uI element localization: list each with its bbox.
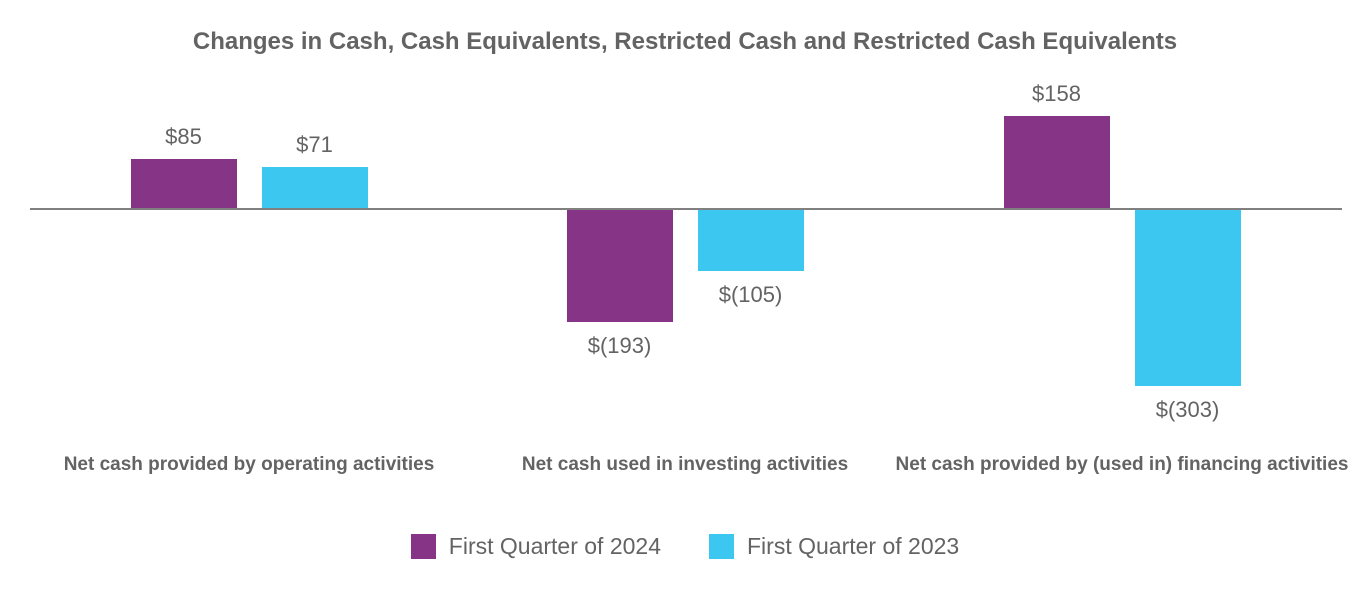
value-label-series2-category1: $71 (296, 131, 333, 157)
bar-series2-category2 (697, 210, 804, 271)
legend-swatch-icon (709, 534, 734, 559)
bar-series1-category3 (1003, 116, 1110, 208)
chart-title: Changes in Cash, Cash Equivalents, Restr… (192, 28, 1178, 55)
legend: First Quarter of 2024 First Quarter of 20… (0, 533, 1370, 560)
value-label-series2-category3: $(303) (1155, 396, 1220, 422)
legend-label: First Quarter of 2023 (747, 533, 960, 559)
legend-item-series2: First Quarter of 2023 (709, 533, 959, 560)
category-label-3: Net cash provided by (used in) financing… (895, 454, 1349, 475)
bar-series2-category3 (1134, 210, 1241, 386)
bar-series1-category1 (130, 158, 237, 208)
category-label-2: Net cash used in investing activities (521, 454, 849, 475)
legend-swatch-icon (410, 534, 436, 559)
legend-item-series1: First Quarter of 2024 (410, 533, 661, 560)
legend-label: First Quarter of 2024 (448, 533, 661, 559)
category-label-1: Net cash provided by operating activitie… (63, 454, 435, 475)
value-label-series1-category1: $85 (165, 123, 202, 149)
zero-axis-line (30, 208, 1342, 210)
value-label-series2-category2: $(105) (718, 281, 783, 307)
bar-series1-category2 (566, 210, 673, 322)
value-label-series1-category3: $158 (1032, 81, 1081, 107)
bar-series2-category1 (261, 166, 368, 208)
value-label-series1-category2: $(193) (587, 332, 652, 358)
